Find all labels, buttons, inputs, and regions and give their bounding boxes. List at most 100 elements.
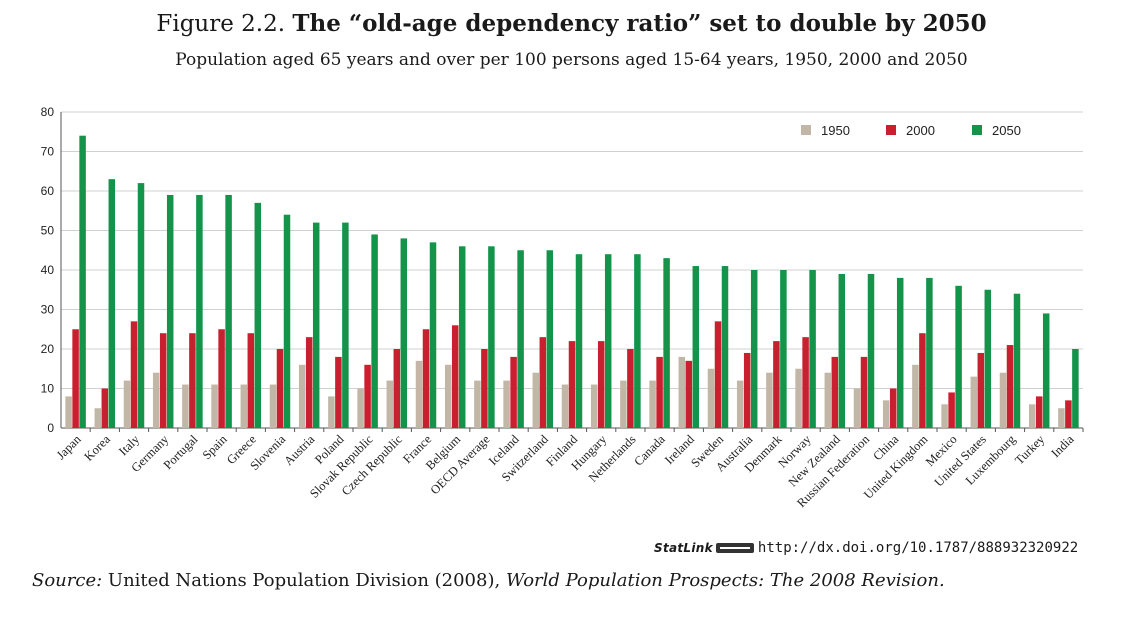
bar-2050 bbox=[400, 238, 408, 428]
bar-1950 bbox=[590, 384, 598, 428]
bar-2050 bbox=[517, 250, 524, 428]
bar-1950 bbox=[882, 400, 890, 428]
bar-2050 bbox=[488, 246, 495, 428]
y-tick-label: 80 bbox=[41, 105, 55, 119]
bar-2050 bbox=[780, 270, 787, 428]
bar-1950 bbox=[766, 372, 773, 428]
statlink-url[interactable]: http://dx.doi.org/10.1787/888932320922 bbox=[757, 540, 1079, 556]
bar-1950 bbox=[152, 372, 160, 428]
legend-label-2050: 2050 bbox=[992, 123, 1021, 138]
y-tick-label: 0 bbox=[47, 421, 54, 435]
bar-1950 bbox=[795, 368, 802, 428]
bar-2050 bbox=[984, 289, 992, 428]
bar-2050 bbox=[1072, 349, 1079, 428]
bar-1950 bbox=[240, 384, 248, 428]
bar-2050 bbox=[108, 179, 116, 428]
bar-2050 bbox=[926, 277, 933, 428]
x-tick-label: Japan bbox=[54, 432, 85, 463]
bar-2050 bbox=[371, 234, 378, 428]
legend-label-2000: 2000 bbox=[906, 123, 935, 138]
bar-2050 bbox=[546, 250, 554, 428]
bar-2050 bbox=[429, 242, 437, 428]
bar-2050 bbox=[225, 194, 232, 428]
y-tick-label: 50 bbox=[41, 224, 55, 238]
bar-1950 bbox=[357, 388, 364, 428]
bar-2050 bbox=[604, 254, 612, 428]
bar-1950 bbox=[298, 364, 306, 428]
bar-2000 bbox=[714, 321, 722, 428]
x-tick-label: Turkey bbox=[1012, 432, 1048, 468]
bar-1950 bbox=[678, 356, 686, 428]
bar-1950 bbox=[415, 360, 423, 428]
y-tick-labels: 0 10 20 30 40 50 60 70 80 bbox=[41, 105, 55, 435]
bar-2050 bbox=[867, 273, 875, 428]
figure-title: The “old-age dependency ratio” set to do… bbox=[292, 10, 987, 37]
bar-1950 bbox=[824, 372, 832, 428]
bar-2050 bbox=[663, 258, 670, 428]
statlink-label: StatLink bbox=[654, 541, 713, 555]
bar-1950 bbox=[182, 384, 189, 428]
bar-1950 bbox=[970, 376, 978, 428]
bar-2050 bbox=[458, 246, 466, 428]
bar-2050 bbox=[1013, 293, 1021, 428]
source-work: World Population Prospects: The 2008 Rev… bbox=[505, 570, 945, 591]
bar-2050 bbox=[79, 135, 86, 428]
y-tick-label: 20 bbox=[41, 342, 55, 356]
y-tick-label: 10 bbox=[41, 382, 55, 396]
y-tick-label: 40 bbox=[41, 263, 55, 277]
x-tick-label: Korea bbox=[81, 432, 113, 464]
bar-1950 bbox=[123, 380, 131, 428]
statlink-logo-icon bbox=[715, 543, 754, 553]
bar-1950 bbox=[503, 380, 510, 428]
legend: 1950 2000 2050 bbox=[801, 123, 1021, 138]
bar-2050 bbox=[137, 183, 145, 428]
chart-subtitle: Population aged 65 years and over per 10… bbox=[175, 50, 968, 70]
bar-2000 bbox=[451, 325, 459, 428]
bar-1950 bbox=[269, 384, 277, 428]
bar-2050 bbox=[692, 266, 700, 428]
bar-2050 bbox=[809, 270, 816, 428]
y-tick-label: 60 bbox=[41, 184, 55, 198]
bar-2000 bbox=[218, 329, 225, 428]
bar-2000 bbox=[364, 364, 371, 428]
bar-1950 bbox=[386, 380, 394, 428]
bar-1950 bbox=[707, 368, 715, 428]
bar-1950 bbox=[65, 396, 72, 428]
bar-2000 bbox=[656, 356, 663, 428]
bar-2000 bbox=[422, 329, 430, 428]
bar-2050 bbox=[955, 285, 962, 428]
bar-2000 bbox=[743, 352, 751, 428]
source-note: Source: United Nations Population Divisi… bbox=[32, 570, 945, 591]
bar-2000 bbox=[627, 349, 634, 428]
bar-2000 bbox=[72, 329, 79, 428]
bar-2000 bbox=[977, 352, 985, 428]
bar-2050 bbox=[283, 214, 291, 428]
bar-2000 bbox=[1006, 345, 1014, 428]
bar-2000 bbox=[305, 337, 313, 428]
bar-2050 bbox=[721, 266, 729, 428]
bar-2000 bbox=[335, 356, 342, 428]
bar-1950 bbox=[853, 388, 861, 428]
figure-number: Figure 2.2. bbox=[156, 11, 286, 37]
bar-2000 bbox=[597, 341, 605, 428]
x-tick-label: Austria bbox=[281, 432, 317, 468]
bar-1950 bbox=[620, 380, 627, 428]
bar-1950 bbox=[474, 380, 481, 428]
bar-2000 bbox=[831, 356, 839, 428]
bar-2050 bbox=[838, 273, 846, 428]
y-tick-label: 70 bbox=[41, 145, 55, 159]
bar-1950 bbox=[444, 364, 452, 428]
bar-2050 bbox=[896, 277, 904, 428]
bar-2000 bbox=[773, 341, 780, 428]
bar-2000 bbox=[860, 356, 868, 428]
bar-1950 bbox=[94, 408, 102, 428]
bar-2000 bbox=[1035, 396, 1043, 428]
bar-2050 bbox=[342, 222, 349, 428]
bar-1950 bbox=[561, 384, 569, 428]
bar-2000 bbox=[510, 356, 517, 428]
bar-2050 bbox=[634, 254, 641, 428]
bar-1950 bbox=[912, 364, 919, 428]
legend-swatch-1950 bbox=[801, 125, 811, 135]
